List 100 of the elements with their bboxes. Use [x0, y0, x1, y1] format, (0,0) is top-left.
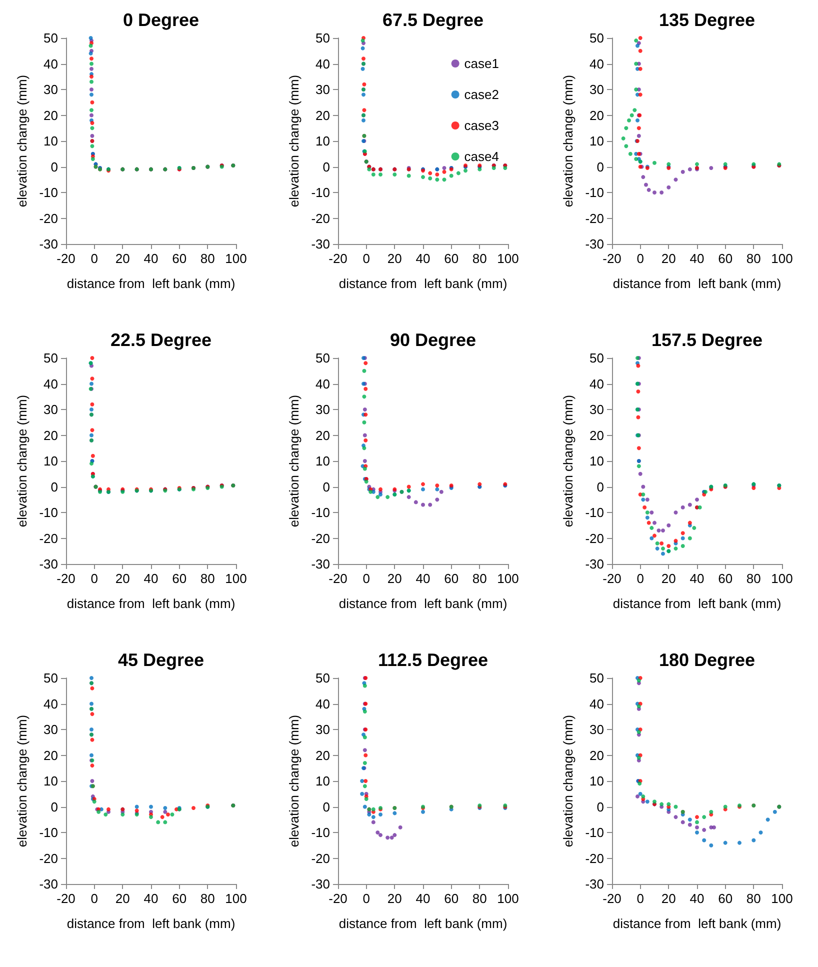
- y-tick-label: 10: [316, 134, 330, 148]
- chart-title: 22.5 Degree: [110, 330, 212, 350]
- y-tick-label: 40: [44, 696, 58, 712]
- y-tick-label: -20: [39, 210, 58, 226]
- y-tick-label: 20: [590, 748, 604, 763]
- x-tick-label: 40: [690, 571, 704, 586]
- y-tick-label: 40: [316, 696, 330, 712]
- x-tick-label: 100: [225, 571, 247, 586]
- y-tick-label: -30: [39, 876, 58, 892]
- y-tick-label: -30: [39, 556, 58, 572]
- y-tick-label: -20: [585, 850, 604, 866]
- x-tick-label: 100: [497, 891, 519, 906]
- y-tick-label: 30: [316, 722, 330, 737]
- x-tick-label: 60: [718, 251, 733, 266]
- y-axis-title: elevation change (mm): [286, 394, 302, 528]
- y-axis-title: elevation change (mm): [286, 74, 302, 208]
- x-axis-title: distance from left bank (mm): [612, 276, 782, 291]
- x-tick-label: 0: [362, 891, 370, 906]
- y-tick-label: -10: [39, 505, 58, 520]
- y-tick-label: 50: [316, 670, 330, 686]
- x-tick-label: 0: [636, 251, 644, 266]
- y-axis-title: elevation change (mm): [14, 394, 30, 528]
- chart-title: 67.5 Degree: [382, 10, 484, 30]
- y-tick-label: 10: [590, 774, 604, 788]
- x-tick-label: 60: [444, 571, 459, 586]
- x-tick-label: 20: [661, 251, 676, 266]
- y-tick-label: 10: [590, 454, 604, 468]
- x-tick-label: 60: [718, 571, 733, 586]
- y-tick-label: 50: [590, 30, 604, 46]
- x-tick-label: 100: [225, 251, 247, 266]
- x-tick-label: 20: [387, 891, 402, 906]
- y-tick-label: 20: [316, 428, 330, 443]
- y-tick-label: 50: [44, 670, 58, 686]
- y-tick-label: -20: [311, 210, 330, 226]
- y-tick-label: -10: [39, 825, 58, 840]
- x-tick-label: 60: [172, 251, 187, 266]
- x-axis-title: distance from left bank (mm): [66, 596, 236, 611]
- y-tick-label: -20: [585, 530, 604, 546]
- y-tick-label: 40: [44, 56, 58, 72]
- y-axis-title: elevation change (mm): [560, 74, 576, 208]
- x-axis-title: distance from left bank (mm): [338, 596, 508, 611]
- x-tick-label: 40: [144, 251, 158, 266]
- x-tick-label: 20: [387, 571, 402, 586]
- chart-title: 135 Degree: [658, 10, 756, 30]
- y-tick-label: 20: [316, 748, 330, 763]
- x-tick-label: 80: [200, 571, 215, 586]
- x-tick-label: 60: [172, 571, 187, 586]
- y-tick-label: 0: [596, 159, 604, 174]
- x-tick-label: 100: [771, 251, 793, 266]
- y-tick-label: 50: [316, 30, 330, 46]
- y-axis-title: elevation change (mm): [560, 714, 576, 848]
- x-tick-label: 40: [690, 891, 704, 906]
- x-tick-label: 80: [746, 251, 761, 266]
- y-tick-label: 20: [44, 428, 58, 443]
- y-tick-label: -20: [311, 850, 330, 866]
- y-tick-label: -30: [39, 236, 58, 252]
- x-tick-label: 20: [115, 891, 130, 906]
- x-tick-label: 80: [472, 251, 487, 266]
- y-tick-label: -10: [585, 505, 604, 520]
- y-tick-label: 10: [44, 454, 58, 468]
- y-tick-label: -10: [311, 505, 330, 520]
- y-tick-label: 20: [590, 108, 604, 123]
- x-tick-label: 60: [172, 891, 187, 906]
- y-tick-label: -20: [39, 850, 58, 866]
- y-axis-title: elevation change (mm): [286, 714, 302, 848]
- y-tick-label: 30: [44, 402, 58, 417]
- x-tick-label: 20: [115, 251, 130, 266]
- x-tick-label: 80: [200, 891, 215, 906]
- legend-label: case3: [464, 118, 500, 133]
- y-tick-label: -10: [39, 185, 58, 200]
- y-tick-label: 30: [590, 82, 604, 97]
- x-tick-label: 80: [472, 571, 487, 586]
- x-tick-label: 100: [771, 891, 793, 906]
- y-tick-label: 20: [590, 428, 604, 443]
- y-tick-label: 40: [590, 56, 604, 72]
- y-tick-label: 30: [44, 82, 58, 97]
- x-tick-label: 100: [497, 571, 519, 586]
- y-tick-label: 30: [590, 722, 604, 737]
- x-tick-label: 40: [416, 891, 430, 906]
- legend-label: case2: [464, 87, 500, 102]
- x-axis-title: distance from left bank (mm): [66, 276, 236, 291]
- y-tick-label: -20: [311, 530, 330, 546]
- y-tick-label: -30: [585, 876, 604, 892]
- y-tick-label: 20: [44, 748, 58, 763]
- y-tick-label: 10: [590, 134, 604, 148]
- y-tick-label: 10: [316, 774, 330, 788]
- x-tick-label: 0: [90, 251, 98, 266]
- y-tick-label: -10: [311, 185, 330, 200]
- y-tick-label: 30: [44, 722, 58, 737]
- x-axis-title: distance from left bank (mm): [66, 916, 236, 931]
- y-tick-label: 40: [590, 696, 604, 712]
- y-tick-label: 10: [316, 454, 330, 468]
- x-tick-label: 40: [144, 891, 158, 906]
- x-tick-label: 40: [416, 251, 430, 266]
- y-tick-label: 30: [316, 402, 330, 417]
- x-tick-label: 100: [497, 251, 519, 266]
- chart-title: 0 Degree: [122, 10, 200, 30]
- x-tick-label: 20: [115, 571, 130, 586]
- y-tick-label: 40: [316, 56, 330, 72]
- y-tick-label: -30: [585, 556, 604, 572]
